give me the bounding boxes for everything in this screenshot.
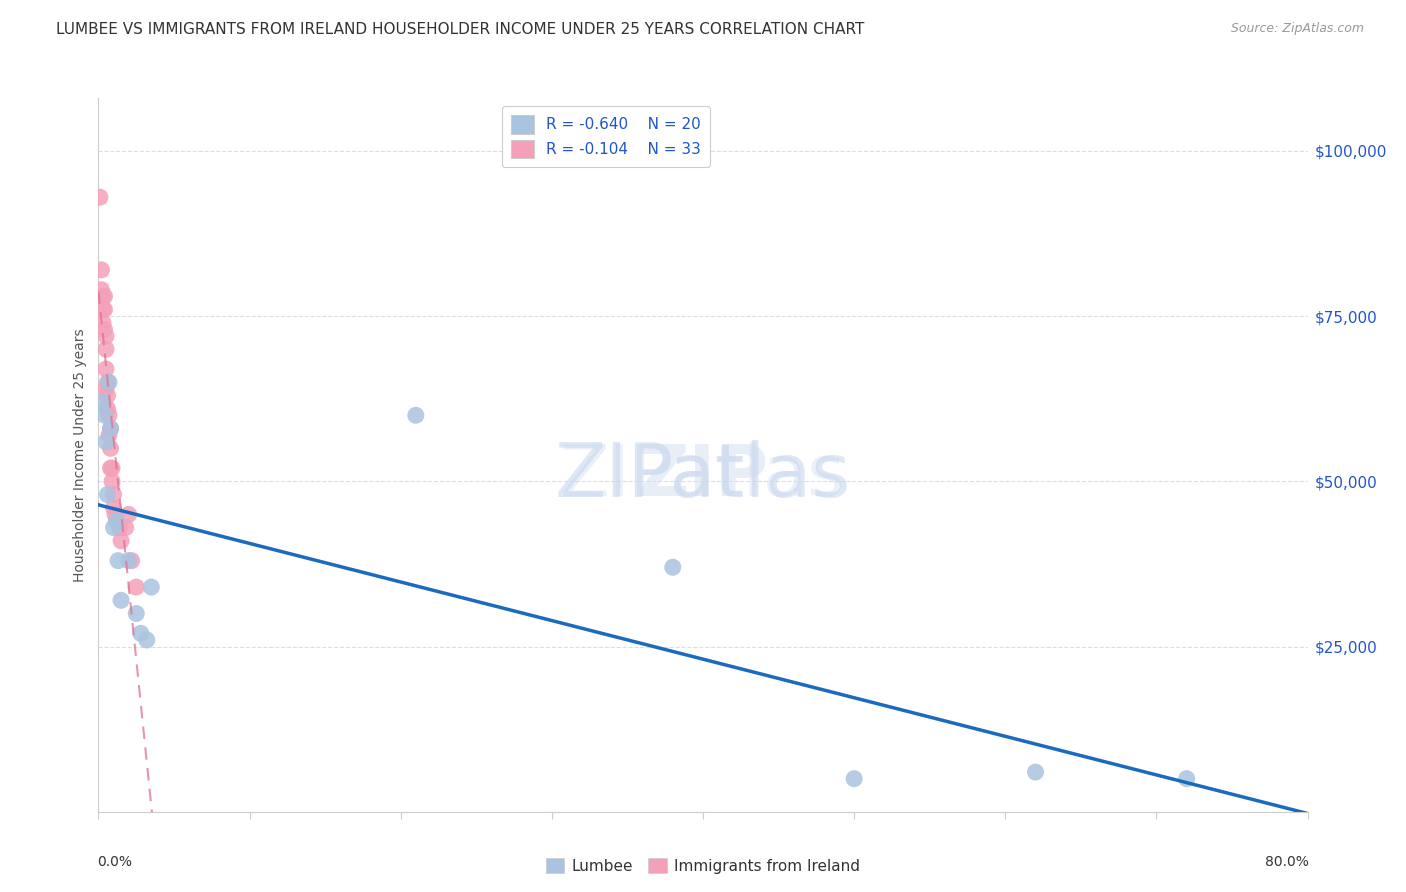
Point [844, 772, 866, 786]
Point [93, 409, 115, 423]
Y-axis label: Householder Income Under 25 years: Householder Income Under 25 years [73, 328, 87, 582]
Point [100, 461, 122, 475]
Text: ZIPatlas: ZIPatlas [560, 442, 846, 511]
Legend: R = -0.640    N = 20, R = -0.104    N = 33: R = -0.640 N = 20, R = -0.104 N = 33 [502, 106, 710, 168]
Point [89, 190, 111, 204]
Text: 0.0%: 0.0% [97, 855, 132, 869]
Point [100, 421, 122, 435]
Point [101, 475, 124, 489]
Point [105, 514, 128, 528]
Point [96, 487, 118, 501]
Point [118, 508, 141, 522]
Point [114, 520, 136, 534]
Text: ZIPatlas: ZIPatlas [555, 440, 851, 513]
Point [93, 289, 115, 303]
Point [103, 487, 125, 501]
Point [662, 560, 685, 574]
Point [125, 607, 148, 621]
Point [125, 580, 148, 594]
Point [101, 461, 124, 475]
Point [94, 362, 117, 376]
Point [94, 434, 117, 449]
Point [93, 322, 115, 336]
Point [405, 409, 427, 423]
Point [96, 388, 118, 402]
Point [91, 289, 114, 303]
Point [108, 520, 131, 534]
Point [96, 376, 118, 390]
Point [94, 342, 117, 356]
Text: ZIP: ZIP [637, 442, 769, 511]
Point [100, 442, 122, 456]
Text: Source: ZipAtlas.com: Source: ZipAtlas.com [1230, 22, 1364, 36]
Point [110, 593, 132, 607]
Point [98, 376, 121, 390]
Point [103, 500, 125, 515]
Point [90, 283, 112, 297]
Point [98, 409, 121, 423]
Point [129, 626, 152, 640]
Point [103, 520, 125, 534]
Point [121, 554, 143, 568]
Point [105, 514, 128, 528]
Point [91, 316, 114, 330]
Point [1175, 772, 1198, 786]
Text: 80.0%: 80.0% [1265, 855, 1309, 869]
Text: LUMBEE VS IMMIGRANTS FROM IRELAND HOUSEHOLDER INCOME UNDER 25 YEARS CORRELATION : LUMBEE VS IMMIGRANTS FROM IRELAND HOUSEH… [56, 22, 865, 37]
Point [141, 580, 163, 594]
Legend: Lumbee, Immigrants from Ireland: Lumbee, Immigrants from Ireland [540, 852, 866, 880]
Point [104, 508, 127, 522]
Point [94, 382, 117, 396]
Point [96, 401, 118, 416]
Point [98, 428, 121, 442]
Point [91, 302, 114, 317]
Point [93, 302, 115, 317]
Point [110, 533, 132, 548]
Point [118, 554, 141, 568]
Point [100, 421, 122, 435]
Point [1024, 765, 1046, 780]
Point [94, 329, 117, 343]
Point [107, 554, 129, 568]
Point [135, 632, 157, 647]
Point [90, 263, 112, 277]
Point [91, 395, 114, 409]
